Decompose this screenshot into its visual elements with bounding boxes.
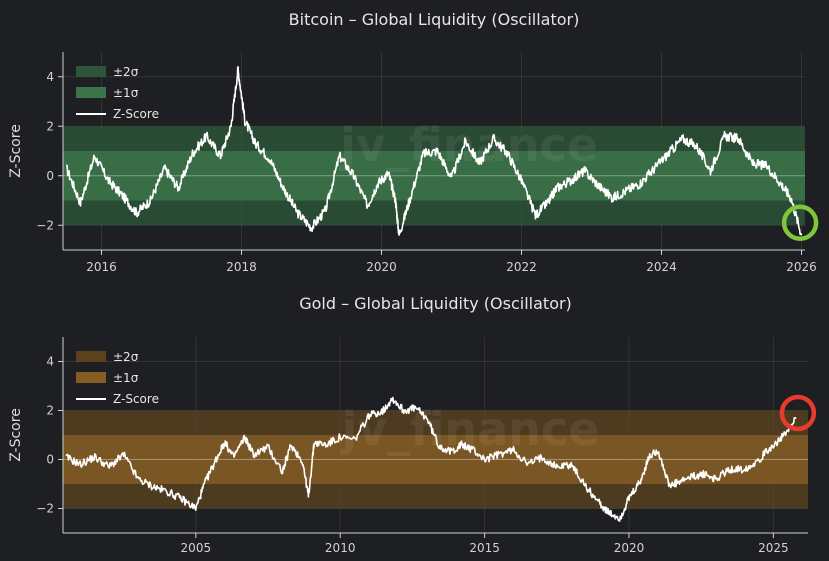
highlight-circle (779, 394, 817, 432)
legend-label: Z-Score (113, 107, 159, 121)
legend: ±2σ ±1σ Z-Score (76, 65, 159, 121)
y-tick-label: −2 (36, 218, 54, 232)
x-tick-label: 2020 (366, 260, 397, 274)
series-line-z-score (65, 396, 797, 522)
legend-label: ±1σ (113, 371, 139, 385)
x-tick-label: 2005 (181, 541, 212, 555)
chart-panel-1: Gold – Global Liquidity (Oscillator) Z-Sc… (8, 294, 817, 555)
y-tick-label: 2 (46, 119, 54, 133)
y-tick-label: 2 (46, 404, 54, 418)
highlight-circle (781, 204, 819, 242)
x-tick-label: 2018 (226, 260, 257, 274)
x-tick-label: 2026 (786, 260, 817, 274)
legend-label: ±2σ (113, 65, 139, 79)
y-tick-label: −2 (36, 502, 54, 516)
y-tick-label: 4 (46, 70, 54, 84)
x-tick-label: 2025 (758, 541, 789, 555)
x-tick-label: 2015 (469, 541, 500, 555)
y-tick-label: 4 (46, 355, 54, 369)
legend-label: Z-Score (113, 392, 159, 406)
chart-title: Gold – Global Liquidity (Oscillator) (299, 294, 572, 313)
x-tick-label: 2024 (646, 260, 677, 274)
band-1sigma (63, 151, 805, 201)
chart-panel-0: Bitcoin – Global Liquidity (Oscillator) Z… (8, 10, 819, 274)
y-axis-label: Z-Score (8, 124, 24, 178)
band-1sigma (63, 435, 808, 484)
legend-swatch (76, 372, 106, 383)
legend-label: ±2σ (113, 350, 139, 364)
x-tick-label: 2020 (614, 541, 645, 555)
legend-label: ±1σ (113, 86, 139, 100)
y-tick-label: 0 (46, 453, 54, 467)
x-tick-label: 2016 (86, 260, 117, 274)
legend-swatch (76, 87, 106, 98)
y-tick-label: 0 (46, 169, 54, 183)
legend: ±2σ ±1σ Z-Score (76, 350, 159, 406)
series-line-z-score (65, 66, 803, 236)
x-tick-label: 2010 (325, 541, 356, 555)
legend-swatch (76, 351, 106, 362)
y-axis-label: Z-Score (8, 408, 24, 462)
x-tick-label: 2022 (506, 260, 537, 274)
legend-swatch (76, 66, 106, 77)
chart-title: Bitcoin – Global Liquidity (Oscillator) (289, 10, 580, 29)
